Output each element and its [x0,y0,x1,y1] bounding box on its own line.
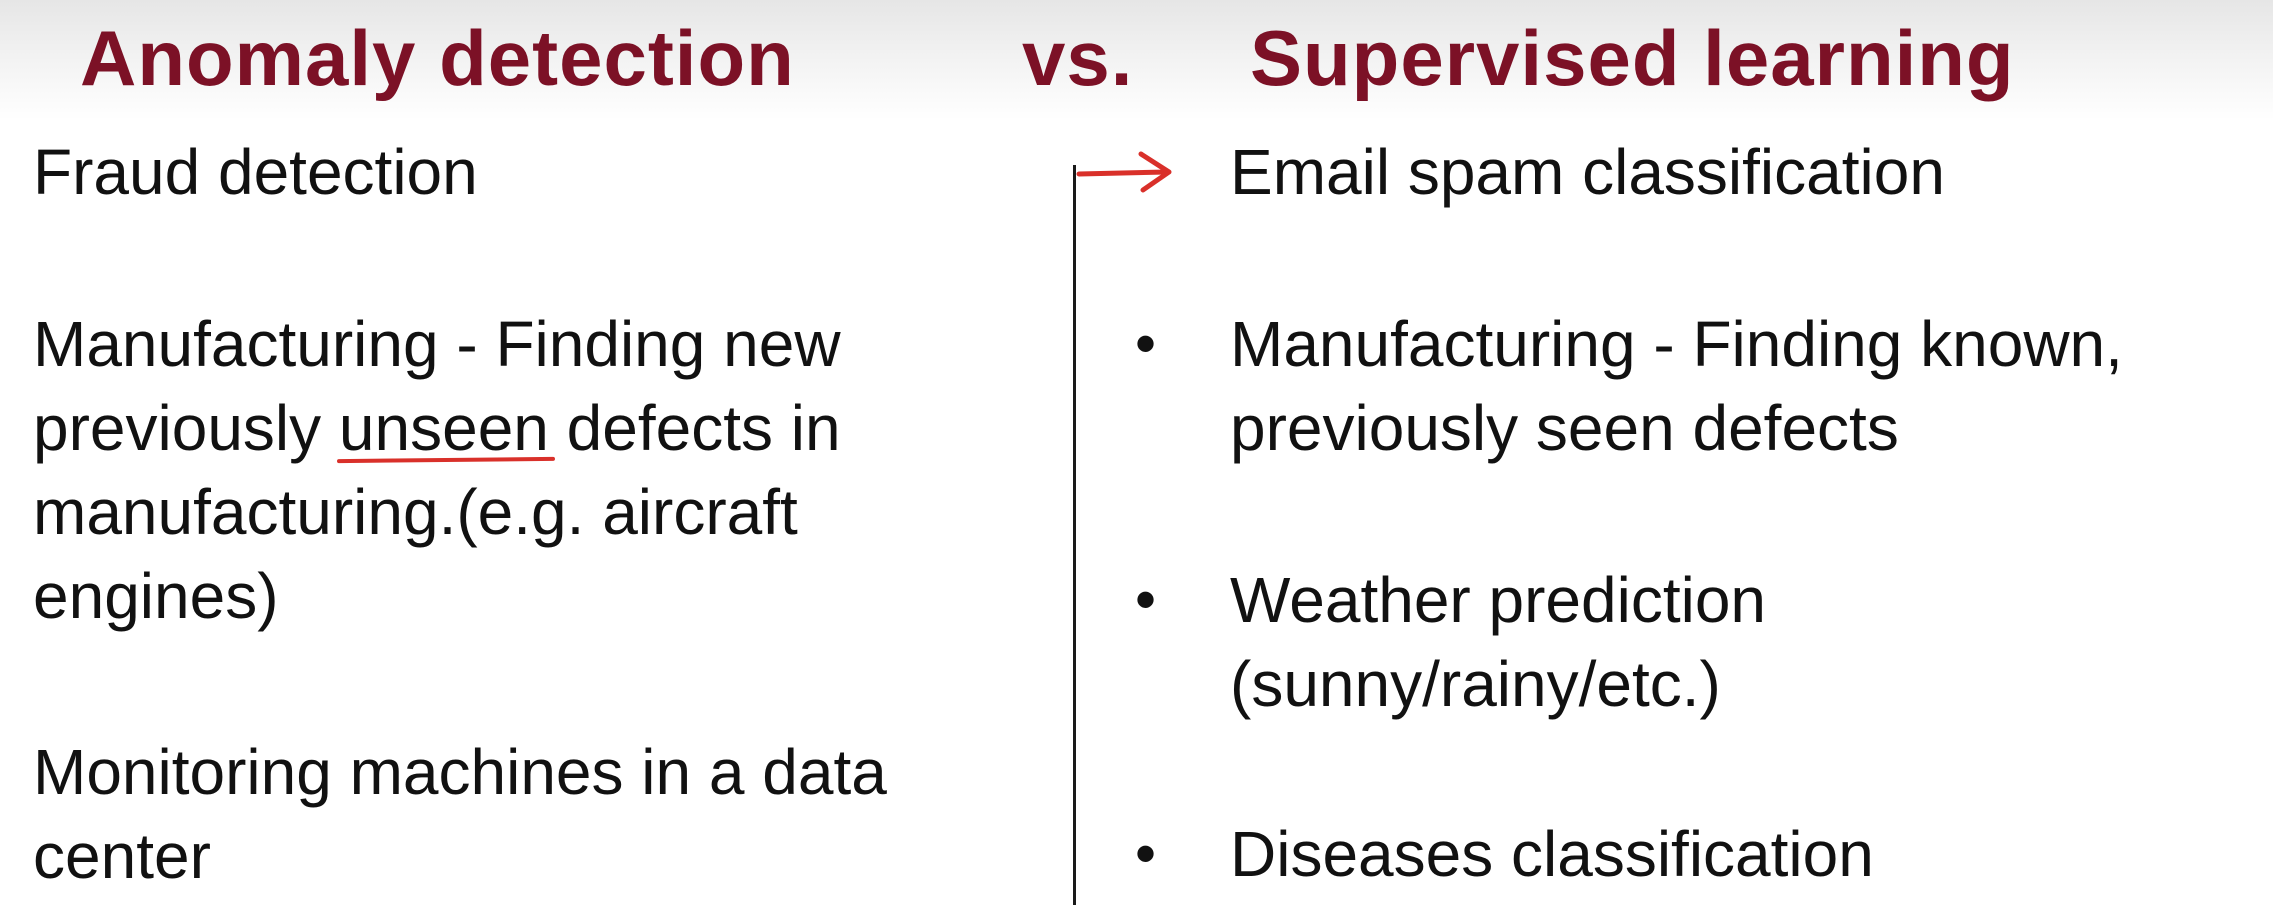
left-item-manufacturing-line-3: manufacturing.(e.g. aircraft [33,476,798,548]
left-item-fraud: Fraud detection [33,130,478,214]
title-band [0,0,2273,120]
left-item-manufacturing: Manufacturing - Finding new previously u… [33,302,841,638]
right-item-manufacturing-line-1: Manufacturing - Finding known, [1230,308,2123,380]
right-arrow-icon [1076,151,1172,193]
right-title: Supervised learning [1250,14,2015,102]
left-item-monitoring-line-1: Monitoring machines in a data [33,736,887,808]
bullet-icon: • [1135,820,1157,887]
left-title: Anomaly detection [80,14,795,102]
line2-before: previously [33,392,339,464]
right-item-email-spam: Email spam classification [1230,130,1945,214]
right-item-manufacturing: Manufacturing - Finding known, previousl… [1230,302,2123,470]
left-item-monitoring-line-2: center [33,820,211,892]
right-item-weather-line-1: Weather prediction [1230,564,1766,636]
right-item-email-spam-line: Email spam classification [1230,136,1945,208]
right-item-manufacturing-line-2: previously seen defects [1230,392,1899,464]
bullet-icon: • [1135,566,1157,633]
right-item-weather-line-2: (sunny/rainy/etc.) [1230,648,1721,720]
right-item-weather: Weather prediction (sunny/rainy/etc.) [1230,558,1766,726]
right-item-diseases-line: Diseases classification [1230,818,1874,890]
line2-after: defects in [548,392,841,464]
unseen-underlined-word: unseen [339,386,549,470]
bullet-icon: • [1135,310,1157,377]
column-divider [1073,165,1076,905]
left-item-manufacturing-line-1: Manufacturing - Finding new [33,308,841,380]
vs-label: vs. [1022,14,1134,102]
left-item-monitoring: Monitoring machines in a data center [33,730,887,898]
left-item-manufacturing-line-2: previously unseen defects in [33,386,841,470]
right-item-diseases: Diseases classification [1230,812,1874,896]
left-item-manufacturing-line-4: engines) [33,560,279,632]
left-item-fraud-line: Fraud detection [33,136,478,208]
